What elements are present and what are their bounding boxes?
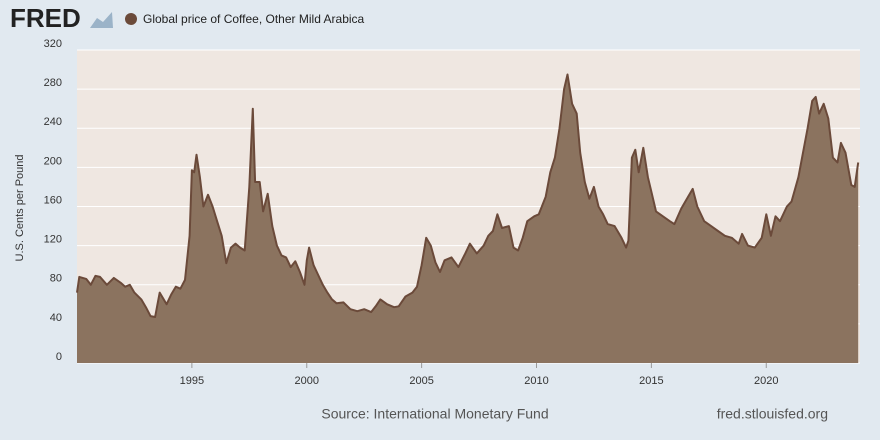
line [76,73,860,318]
y-tick-label: 0 [56,351,62,363]
area [77,74,859,363]
x-tick-label: 2005 [409,375,433,387]
legend-label: Global price of Coffee, Other Mild Arabi… [143,12,365,26]
x-tick-label: 2015 [639,375,663,387]
x-tick-label: 2000 [295,375,319,387]
y-tick-label: 240 [44,116,62,128]
url: fred.stlouisfed.org [717,406,828,422]
source: Source: International Monetary Fund [321,406,548,422]
x-tick-label: 1995 [180,375,204,387]
logo-icon [90,12,113,28]
y-tick-label: 320 [44,38,62,50]
y-tick-label: 120 [44,234,62,246]
y-axis-label: U.S. Cents per Pound [14,154,26,261]
y-tick-label: 160 [44,194,62,206]
y-tick-label: 280 [44,77,62,89]
brand-logo[interactable]: FRED [10,3,81,33]
y-tick-label: 40 [50,312,62,324]
y-tick-label: 200 [44,155,62,167]
x-tick-label: 2020 [754,375,778,387]
legend-swatch [125,13,137,25]
y-tick-label: 80 [50,273,62,285]
x-tick-label: 2010 [524,375,548,387]
